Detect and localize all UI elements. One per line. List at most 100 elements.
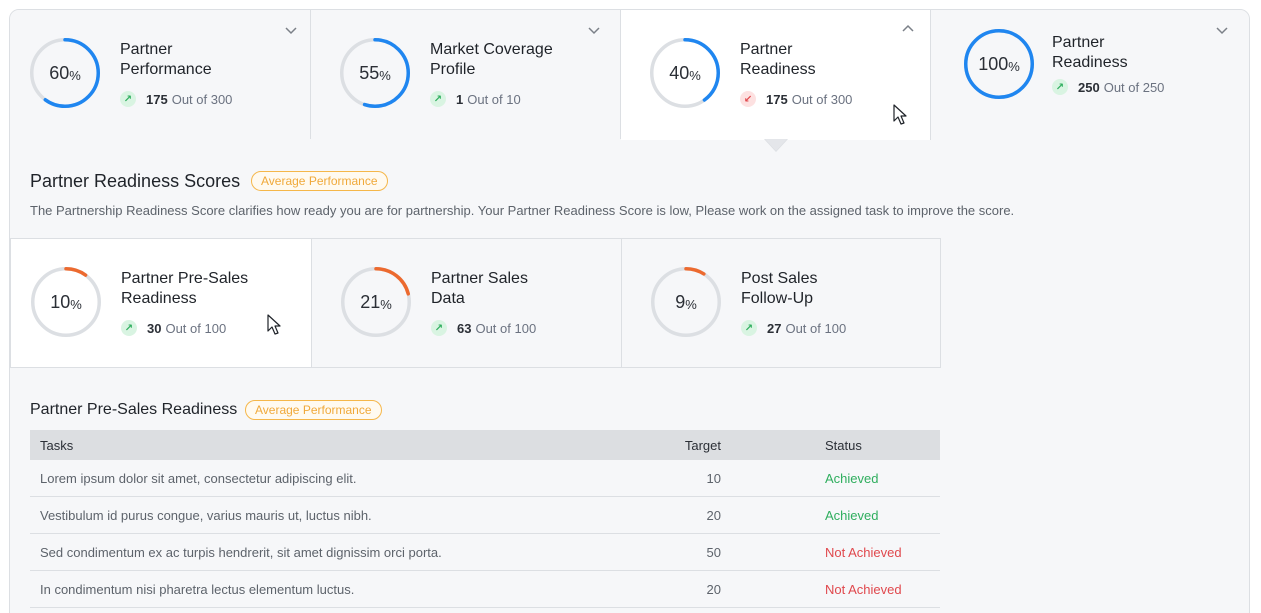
metric-card-partner-readiness-total[interactable]: 100% Partner Readiness ↗ 250 Out of 250 [931, 10, 1249, 139]
header-tasks: Tasks [40, 437, 74, 453]
task-status: Achieved [825, 507, 879, 523]
chevron-down-icon[interactable] [1215, 23, 1229, 37]
progress-ring: 55% [340, 38, 410, 108]
progress-ring-arc [341, 267, 411, 337]
sub-metric-title: Post Sales Follow-Up [741, 270, 818, 307]
ring-percent: 10 [50, 291, 71, 312]
ring-percent: 9 [675, 291, 686, 312]
progress-ring: 40% [650, 38, 720, 108]
performance-badge: Average Performance [251, 171, 388, 191]
ring-percent-sign: % [379, 67, 391, 83]
mouse-pointer-icon [893, 104, 907, 125]
chevron-up-icon[interactable] [901, 22, 915, 36]
progress-ring-arc [340, 38, 410, 108]
ring-percent-sign: % [380, 296, 392, 312]
metric-title: Partner Performance [120, 41, 212, 78]
metric-stat: ↗ 1 Out of 10 [430, 91, 521, 107]
progress-ring: 21% [341, 267, 411, 337]
metric-card-partner-readiness-active[interactable]: 40% Partner Readiness ↙ 175 Out of 300 [621, 10, 931, 140]
active-card-pointer-fill [765, 139, 787, 151]
ring-percent-sign: % [70, 296, 82, 312]
stat-out-of: Out of 100 [785, 320, 847, 336]
metric-card-market-coverage[interactable]: 55% Market Coverage Profile ↗ 1 Out of 1… [311, 10, 621, 139]
task-target: 20 [706, 581, 721, 597]
trend-up-icon: ↗ [1052, 79, 1068, 95]
task-name: Lorem ipsum dolor sit amet, consectetur … [40, 470, 357, 486]
progress-ring-arc [964, 29, 1034, 99]
stat-out-of: Out of 10 [467, 91, 521, 107]
mouse-pointer-icon [267, 314, 281, 335]
ring-percent-sign: % [685, 296, 697, 312]
stat-value: 27 [767, 320, 782, 336]
progress-ring-arc [30, 38, 100, 108]
stat-out-of: Out of 300 [171, 91, 233, 107]
sub-card-pre-sales-readiness[interactable]: 10% Partner Pre-Sales Readiness ↗ 30 Out… [10, 238, 312, 368]
readiness-description: The Partnership Readiness Score clarifie… [30, 203, 1015, 218]
metric-card-partner-performance[interactable]: 60% Partner Performance ↗ 175 Out of 300 [10, 10, 311, 139]
metric-stat: ↗ 175 Out of 300 [120, 91, 232, 107]
table-row[interactable]: Vestibulum id purus congue, varius mauri… [30, 497, 940, 534]
ring-percent: 100 [978, 53, 1009, 74]
ring-percent-sign: % [1008, 58, 1020, 74]
ring-percent: 40 [669, 62, 690, 83]
table-row[interactable]: Sed condimentum ex ac turpis hendrerit, … [30, 534, 940, 571]
progress-ring-arc [651, 267, 721, 337]
progress-ring-svg [341, 267, 411, 337]
progress-ring-arc [650, 38, 720, 108]
progress-ring-arc [31, 267, 101, 337]
sub-card-post-sales-follow-up[interactable]: 9% Post Sales Follow-Up ↗ 27 Out of 100 [621, 238, 941, 368]
progress-ring-svg [31, 267, 101, 337]
trend-up-icon: ↗ [741, 320, 757, 336]
task-target: 20 [706, 507, 721, 523]
chevron-down-icon[interactable] [587, 23, 601, 37]
ring-percent: 60 [49, 62, 70, 83]
ring-percent-sign: % [689, 67, 701, 83]
progress-ring: 100% [964, 29, 1034, 99]
trend-up-icon: ↗ [120, 91, 136, 107]
tasks-section-title: Partner Pre-Sales Readiness [30, 401, 238, 418]
table-header: Tasks Target Status [30, 430, 940, 460]
trend-up-icon: ↗ [121, 320, 137, 336]
tasks-performance-badge: Average Performance [245, 400, 382, 420]
sub-metric-title: Partner Sales Data [431, 270, 528, 307]
trend-up-icon: ↗ [431, 320, 447, 336]
sub-metric-stat: ↗ 63 Out of 100 [431, 320, 536, 336]
trend-up-icon: ↗ [430, 91, 446, 107]
progress-ring-svg [30, 38, 100, 108]
progress-ring-svg [651, 267, 721, 337]
sub-metric-stat: ↗ 27 Out of 100 [741, 320, 846, 336]
task-target: 10 [706, 470, 721, 486]
stat-out-of: Out of 100 [475, 320, 537, 336]
sub-card-sales-data[interactable]: 21% Partner Sales Data ↗ 63 Out of 100 [311, 238, 622, 368]
metric-stat: ↗ 250 Out of 250 [1052, 79, 1164, 95]
metric-cards-row: 60% Partner Performance ↗ 175 Out of 300… [10, 10, 1249, 140]
header-status: Status [825, 437, 862, 453]
trend-down-icon: ↙ [740, 91, 756, 107]
stat-value: 1 [456, 91, 464, 107]
task-name: Vestibulum id purus congue, varius mauri… [40, 507, 372, 523]
tasks-table: Tasks Target Status Lorem ipsum dolor si… [30, 430, 940, 608]
stat-out-of: Out of 250 [1103, 79, 1165, 95]
metric-title: Partner Readiness [1052, 34, 1128, 71]
sub-metric-title: Partner Pre-Sales Readiness [121, 270, 249, 307]
progress-ring-svg [340, 38, 410, 108]
task-status: Achieved [825, 470, 879, 486]
readiness-section-title: Partner Readiness Scores [30, 171, 241, 191]
progress-ring: 9% [651, 267, 721, 337]
table-row[interactable]: Lorem ipsum dolor sit amet, consectetur … [30, 460, 940, 497]
task-target: 50 [706, 544, 721, 560]
progress-ring: 10% [31, 267, 101, 337]
task-status: Not Achieved [825, 544, 902, 560]
stat-value: 30 [147, 320, 162, 336]
ring-percent: 55 [359, 62, 380, 83]
progress-ring: 60% [30, 38, 100, 108]
metric-stat: ↙ 175 Out of 300 [740, 91, 852, 107]
stat-value: 175 [146, 91, 168, 107]
progress-ring-svg [650, 38, 720, 108]
metric-title: Partner Readiness [740, 41, 816, 78]
header-target: Target [684, 437, 721, 453]
metric-title: Market Coverage Profile [430, 41, 553, 78]
chevron-down-icon[interactable] [284, 23, 298, 37]
table-row[interactable]: In condimentum nisi pharetra lectus elem… [30, 571, 940, 608]
stat-value: 250 [1078, 79, 1100, 95]
